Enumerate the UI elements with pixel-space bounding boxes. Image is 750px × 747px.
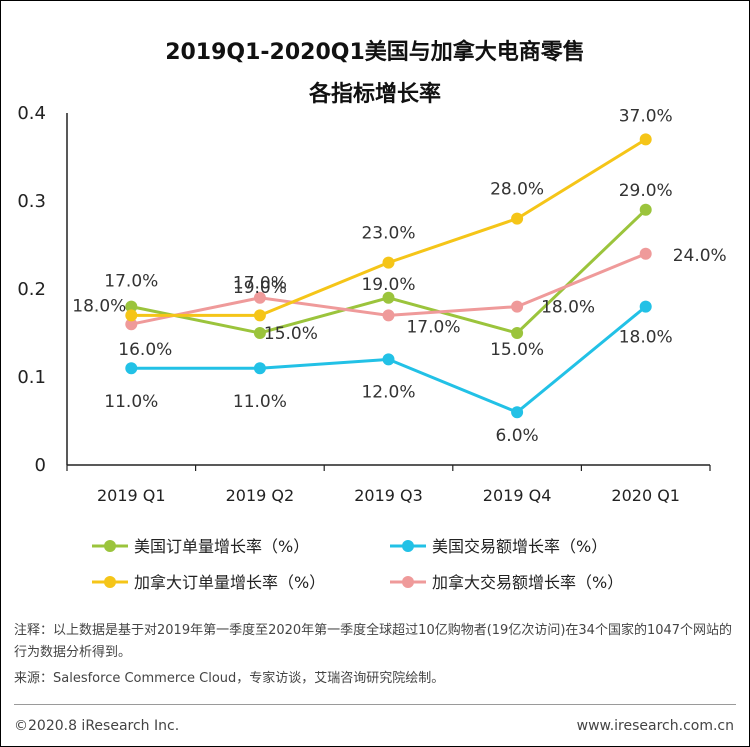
data-label: 19.0% [233,278,287,298]
legend-label: 加拿大订单量增长率（%） [134,573,325,592]
data-label: 11.0% [233,392,287,412]
data-label: 17.0% [104,271,158,291]
y-tick-label: 0.2 [17,279,46,300]
data-point [511,300,524,313]
data-label: 28.0% [490,180,544,200]
footer-copyright: ©2020.8 iResearch Inc. [14,718,180,734]
data-point [639,203,652,216]
legend-swatch-marker [104,540,116,552]
data-label: 23.0% [361,224,415,244]
data-point [125,362,138,375]
x-tick-label: 2020 Q1 [611,486,680,505]
data-label: 16.0% [118,340,172,360]
y-tick-label: 0.1 [17,367,46,388]
chart-note: 注释：以上数据是基于对2019年第一季度至2020年第一季度全球超过10亿购物者… [14,623,733,660]
data-point [125,318,138,331]
data-label: 18.0% [619,328,673,348]
data-label: 11.0% [104,392,158,412]
data-point [382,309,395,322]
data-label: 17.0% [233,273,287,293]
data-label: 6.0% [495,426,538,446]
data-point [253,327,266,339]
data-label: 18.0% [541,298,595,318]
data-label: 37.0% [619,106,673,126]
data-point [125,300,138,313]
legend-label: 美国订单量增长率（%） [134,537,309,556]
data-point [253,309,266,322]
data-point [382,256,395,269]
y-tick-label: 0.4 [17,103,46,124]
legend-swatch-marker [104,576,116,588]
data-label: 18.0% [72,297,126,317]
y-tick-label: 0.3 [17,191,46,212]
footer-divider [14,704,736,705]
data-point [511,212,524,225]
legend-swatch-marker [402,540,414,552]
chart-source: 来源：Salesforce Commerce Cloud，专家访谈，艾瑞咨询研究… [14,671,445,686]
data-point [511,406,524,419]
data-point [125,309,138,322]
x-tick-label: 2019 Q1 [97,486,166,505]
data-label: 15.0% [264,324,318,344]
chart-subtitle: 各指标增长率 [308,82,441,107]
line-chart: 0 0.1 0.2 0.3 0.4 2019 Q1 2019 Q2 2019 Q3 2019 Q… [17,103,727,592]
data-point [639,133,652,146]
footer-website: www.iresearch.com.cn [576,718,734,734]
chart-title: 2019Q1-2020Q1美国与加拿大电商零售 [165,40,585,65]
data-label: 17.0% [406,317,460,337]
data-label: 29.0% [619,181,673,201]
data-point [639,300,652,313]
legend-swatch-marker [402,576,414,588]
data-label: 12.0% [361,382,415,402]
data-label: 19.0% [361,275,415,295]
data-point [382,353,395,366]
data-point [639,247,652,260]
x-tick-label: 2019 Q4 [483,486,552,505]
data-point [511,327,524,339]
x-tick-label: 2019 Q2 [226,486,295,505]
data-label: 24.0% [673,246,727,266]
legend-label: 加拿大交易额增长率（%） [432,573,623,592]
data-label: 15.0% [490,340,544,360]
y-tick-label: 0 [35,455,46,476]
x-tick-label: 2019 Q3 [354,486,423,505]
data-point [253,291,266,304]
data-point [253,362,266,375]
data-point [382,291,395,304]
legend-label: 美国交易额增长率（%） [432,537,607,556]
